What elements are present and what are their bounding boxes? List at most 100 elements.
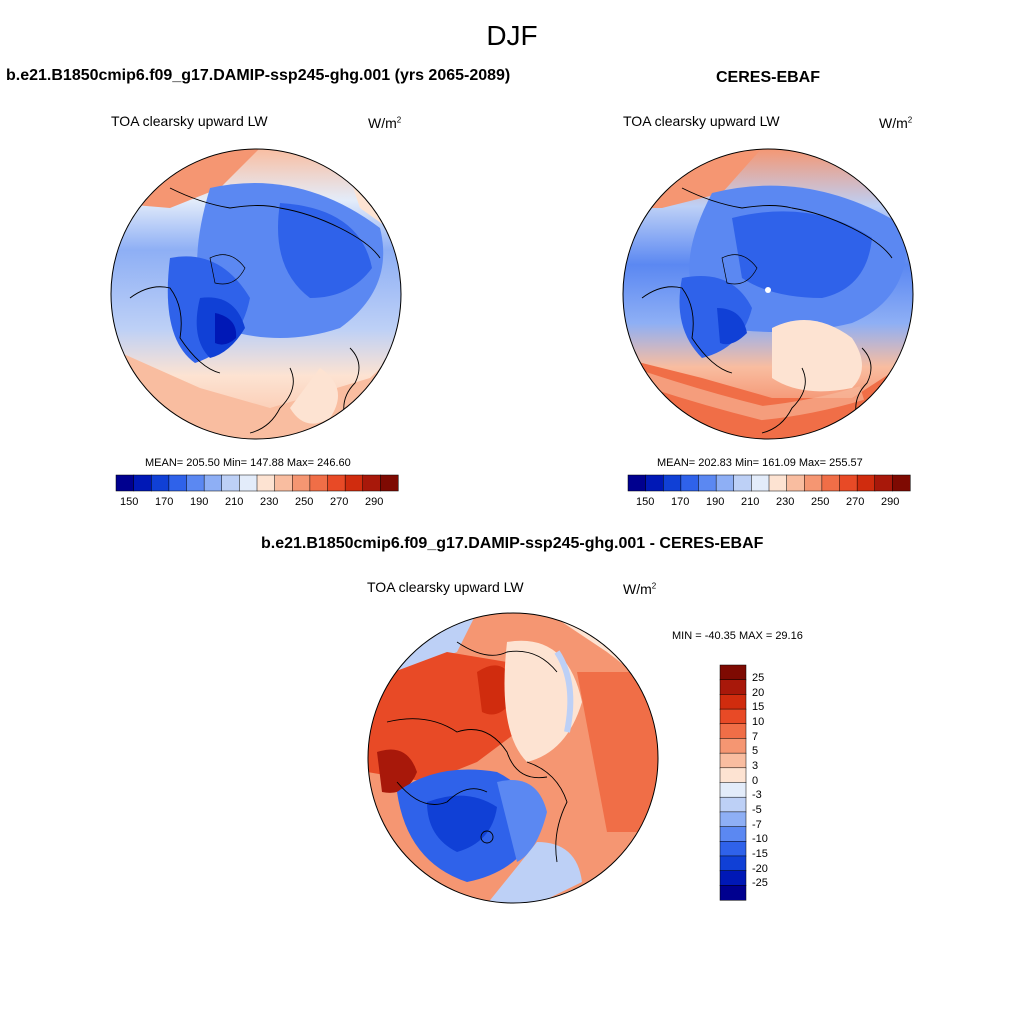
colorbar-swatch	[804, 474, 823, 492]
panel-2-units: W/m2	[879, 115, 913, 131]
colorbar-swatch	[719, 870, 747, 886]
colorbar-swatch	[645, 474, 664, 492]
colorbar-swatch	[719, 811, 747, 828]
colorbar-swatch	[719, 738, 747, 754]
panel-2-stats: MEAN= 202.83 Min= 161.09 Max= 255.57	[657, 457, 863, 469]
colorbar-swatch	[239, 474, 258, 492]
colorbar-swatch	[362, 474, 381, 492]
tick-label: -7	[752, 819, 762, 831]
tick-label: -25	[752, 877, 768, 889]
colorbar-swatch	[309, 474, 329, 492]
colorbar-swatch	[715, 474, 735, 492]
colorbar-swatch	[751, 474, 770, 492]
colorbar-swatch	[186, 474, 205, 492]
tick-label: 270	[846, 496, 865, 508]
colorbar-swatch	[151, 474, 170, 492]
colorbar-swatch	[733, 474, 752, 492]
tick-label: 290	[365, 496, 384, 508]
colorbar-swatch	[203, 474, 223, 492]
colorbar-swatch	[719, 885, 747, 901]
colorbar-swatch	[821, 474, 841, 492]
tick-label: 210	[741, 496, 760, 508]
panel-3-colorbar	[719, 664, 747, 901]
colorbar-swatch	[663, 474, 682, 492]
panel-3-title: b.e21.B1850cmip6.f09_g17.DAMIP-ssp245-gh…	[261, 535, 764, 552]
colorbar-swatch	[168, 474, 188, 492]
tick-label: 150	[120, 496, 139, 508]
tick-label: 170	[155, 496, 174, 508]
tick-label: 10	[752, 716, 765, 728]
panel-1-variable: TOA clearsky upward LW	[111, 113, 268, 129]
tick-label: 0	[752, 775, 759, 787]
colorbar-swatch	[719, 723, 747, 739]
panel-3-stats: MIN = -40.35 MAX = 29.16	[672, 630, 803, 642]
panel-2-map	[622, 148, 914, 440]
tick-label: 5	[752, 745, 759, 757]
panel-2-title: CERES-EBAF	[716, 69, 821, 86]
colorbar-swatch	[719, 664, 747, 681]
colorbar-swatch	[719, 855, 747, 872]
tick-label: 290	[881, 496, 900, 508]
colorbar-swatch	[768, 474, 788, 492]
colorbar-swatch	[786, 474, 805, 492]
tick-label: -10	[752, 833, 768, 845]
colorbar-swatch	[856, 474, 876, 492]
colorbar-swatch	[719, 767, 747, 784]
tick-label: 150	[636, 496, 655, 508]
colorbar-swatch	[344, 474, 364, 492]
colorbar-swatch	[133, 474, 152, 492]
colorbar-swatch	[115, 474, 135, 492]
figure-title: DJF	[486, 20, 538, 51]
tick-label: 190	[190, 496, 209, 508]
tick-label: 25	[752, 672, 765, 684]
tick-label: -15	[752, 848, 768, 860]
colorbar-swatch	[627, 474, 647, 492]
colorbar-swatch	[874, 474, 893, 492]
colorbar-swatch	[719, 708, 747, 725]
tick-label: 230	[776, 496, 795, 508]
colorbar-swatch	[327, 474, 346, 492]
tick-label: 230	[260, 496, 279, 508]
colorbar-swatch	[274, 474, 293, 492]
colorbar-swatch	[839, 474, 858, 492]
colorbar-swatch	[292, 474, 311, 492]
colorbar-swatch	[680, 474, 700, 492]
colorbar-swatch	[256, 474, 276, 492]
tick-label: 170	[671, 496, 690, 508]
tick-label: 3	[752, 760, 759, 772]
colorbar-swatch	[719, 679, 747, 695]
panel-3-variable: TOA clearsky upward LW	[367, 579, 524, 595]
panel-1-stats: MEAN= 205.50 Min= 147.88 Max= 246.60	[145, 457, 351, 469]
tick-label: 250	[811, 496, 830, 508]
colorbar-swatch	[221, 474, 240, 492]
panel-2-variable: TOA clearsky upward LW	[623, 113, 780, 129]
tick-label: -20	[752, 863, 768, 875]
colorbar-swatch	[719, 782, 747, 798]
colorbar-swatch	[719, 796, 747, 813]
colorbar-swatch	[380, 474, 399, 492]
panel-3-colorbar-labels: 25 20 15 10 7 5 3 0 -3 -5 -7 -10 -15 -20…	[752, 668, 812, 908]
panel-1-map	[110, 148, 402, 440]
tick-label: 190	[706, 496, 725, 508]
tick-label: -5	[752, 804, 762, 816]
panel-1-title: b.e21.B1850cmip6.f09_g17.DAMIP-ssp245-gh…	[6, 67, 511, 84]
colorbar-swatch	[719, 841, 747, 857]
panel-1-units: W/m2	[368, 115, 402, 131]
panel-1-colorbar-labels: 150 170 190 210 230 250 270 290	[0, 496, 512, 510]
tick-label: 210	[225, 496, 244, 508]
colorbar-swatch	[719, 694, 747, 710]
colorbar-swatch	[719, 752, 747, 769]
panel-1-colorbar	[115, 474, 399, 492]
tick-label: 20	[752, 687, 765, 699]
panel-3-map	[367, 612, 659, 904]
tick-label: -3	[752, 789, 762, 801]
tick-label: 250	[295, 496, 314, 508]
tick-label: 270	[330, 496, 349, 508]
tick-label: 7	[752, 731, 759, 743]
panel-3-units: W/m2	[623, 581, 657, 597]
colorbar-swatch	[892, 474, 911, 492]
colorbar-swatch	[698, 474, 717, 492]
panel-2-colorbar-labels: 150 170 190 210 230 250 270 290	[512, 496, 1024, 510]
panel-2-colorbar	[627, 474, 911, 492]
colorbar-swatch	[719, 826, 747, 842]
